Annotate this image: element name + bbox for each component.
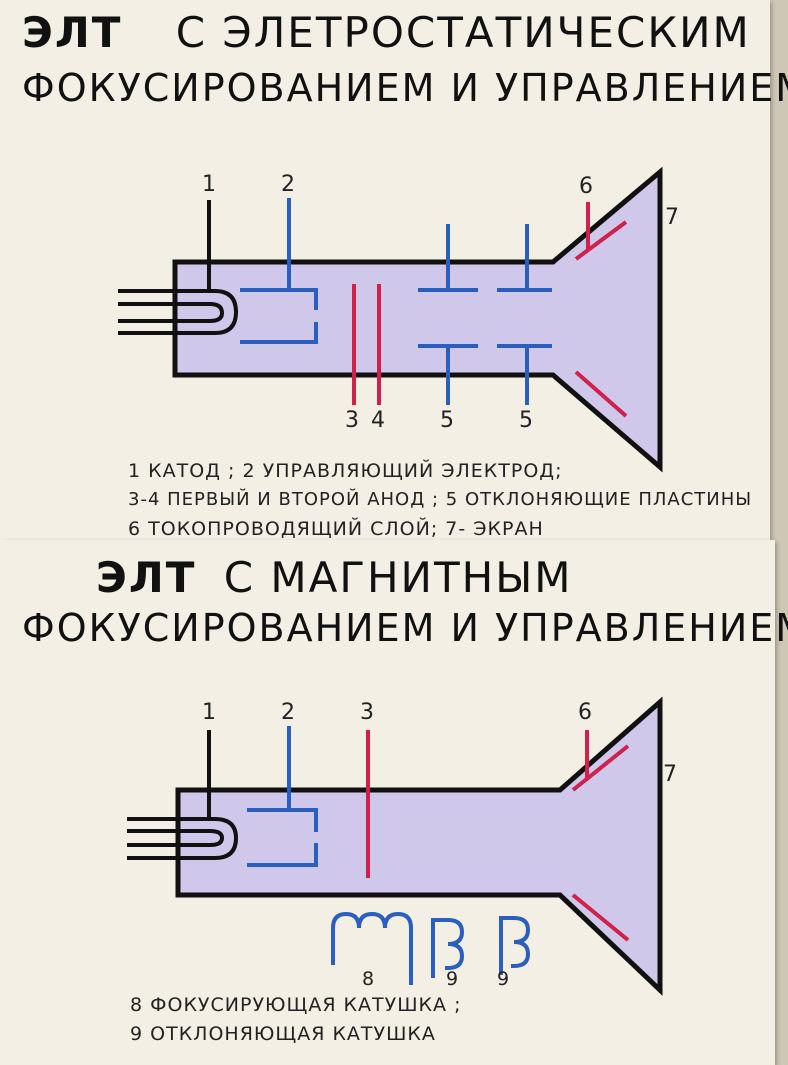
top-label-5a: 5 <box>440 408 454 433</box>
top-label-4: 4 <box>371 408 385 433</box>
top-label-3: 3 <box>345 408 359 433</box>
bottom-label-1: 1 <box>202 700 216 725</box>
bottom-title-rest: С МАГНИТНЫМ <box>223 553 573 602</box>
bottom-label-7: 7 <box>663 762 677 787</box>
bottom-label-2: 2 <box>281 700 295 725</box>
top-label-7: 7 <box>665 205 679 230</box>
top-legend-line1: 1 КАТОД ; 2 УПРАВЛЯЮЩИЙ ЭЛЕКТРОД; <box>128 460 563 482</box>
bottom-title-line1: ЭЛТ С МАГНИТНЫМ <box>96 553 573 602</box>
bottom-conductive-layer <box>571 730 630 942</box>
top-label-2: 2 <box>281 172 295 197</box>
bottom-focusing-coil <box>331 911 413 985</box>
bottom-deflection-coils <box>431 916 531 978</box>
top-control-electrode <box>240 198 318 344</box>
top-title-line1: ЭЛТ С ЭЛЕТРОСТАТИЧЕСКИМ <box>22 8 751 57</box>
top-conductive-layer <box>574 202 628 418</box>
bottom-label-9b: 9 <box>497 968 510 990</box>
bottom-tube-body <box>175 696 663 996</box>
top-label-6: 6 <box>579 174 593 199</box>
bottom-legend-line2: 9 ОТКЛОНЯЮЩАЯ КАТУШКА <box>130 1023 436 1045</box>
bottom-cathode <box>127 730 239 860</box>
bottom-legend-line1: 8 ФОКУСИРУЮЩАЯ КАТУШКА ; <box>130 994 462 1016</box>
bottom-label-9a: 9 <box>446 968 459 990</box>
top-cathode <box>118 200 239 335</box>
top-title-bold: ЭЛТ <box>22 8 123 57</box>
top-title-line2: ФОКУСИРОВАНИЕМ И УПРАВЛЕНИЕМ <box>22 66 788 110</box>
bottom-title-bold: ЭЛТ <box>96 553 197 602</box>
top-tube-body <box>172 166 663 473</box>
bottom-label-8: 8 <box>362 968 375 990</box>
top-legend-line2: 3-4 ПЕРВЫЙ И ВТОРОЙ АНОД ; 5 ОТКЛОНЯЮЩИЕ… <box>128 489 753 510</box>
top-label-5b: 5 <box>519 408 533 433</box>
top-anodes <box>352 284 381 405</box>
bottom-title-line2: ФОКУСИРОВАНИЕМ И УПРАВЛЕНИЕМ <box>22 606 788 650</box>
top-crt-diagram <box>118 166 663 473</box>
bottom-label-3: 3 <box>360 700 374 725</box>
top-deflection-plates <box>418 224 552 405</box>
top-legend-line3: 6 ТОКОПРОВОДЯЩИЙ СЛОЙ; 7- ЭКРАН <box>128 518 544 540</box>
bottom-control-electrode <box>247 726 318 867</box>
bottom-label-6: 6 <box>578 700 592 725</box>
top-label-1: 1 <box>202 172 216 197</box>
bottom-crt-diagram <box>127 696 663 996</box>
top-title-rest: С ЭЛЕТРОСТАТИЧЕСКИМ <box>175 8 751 57</box>
